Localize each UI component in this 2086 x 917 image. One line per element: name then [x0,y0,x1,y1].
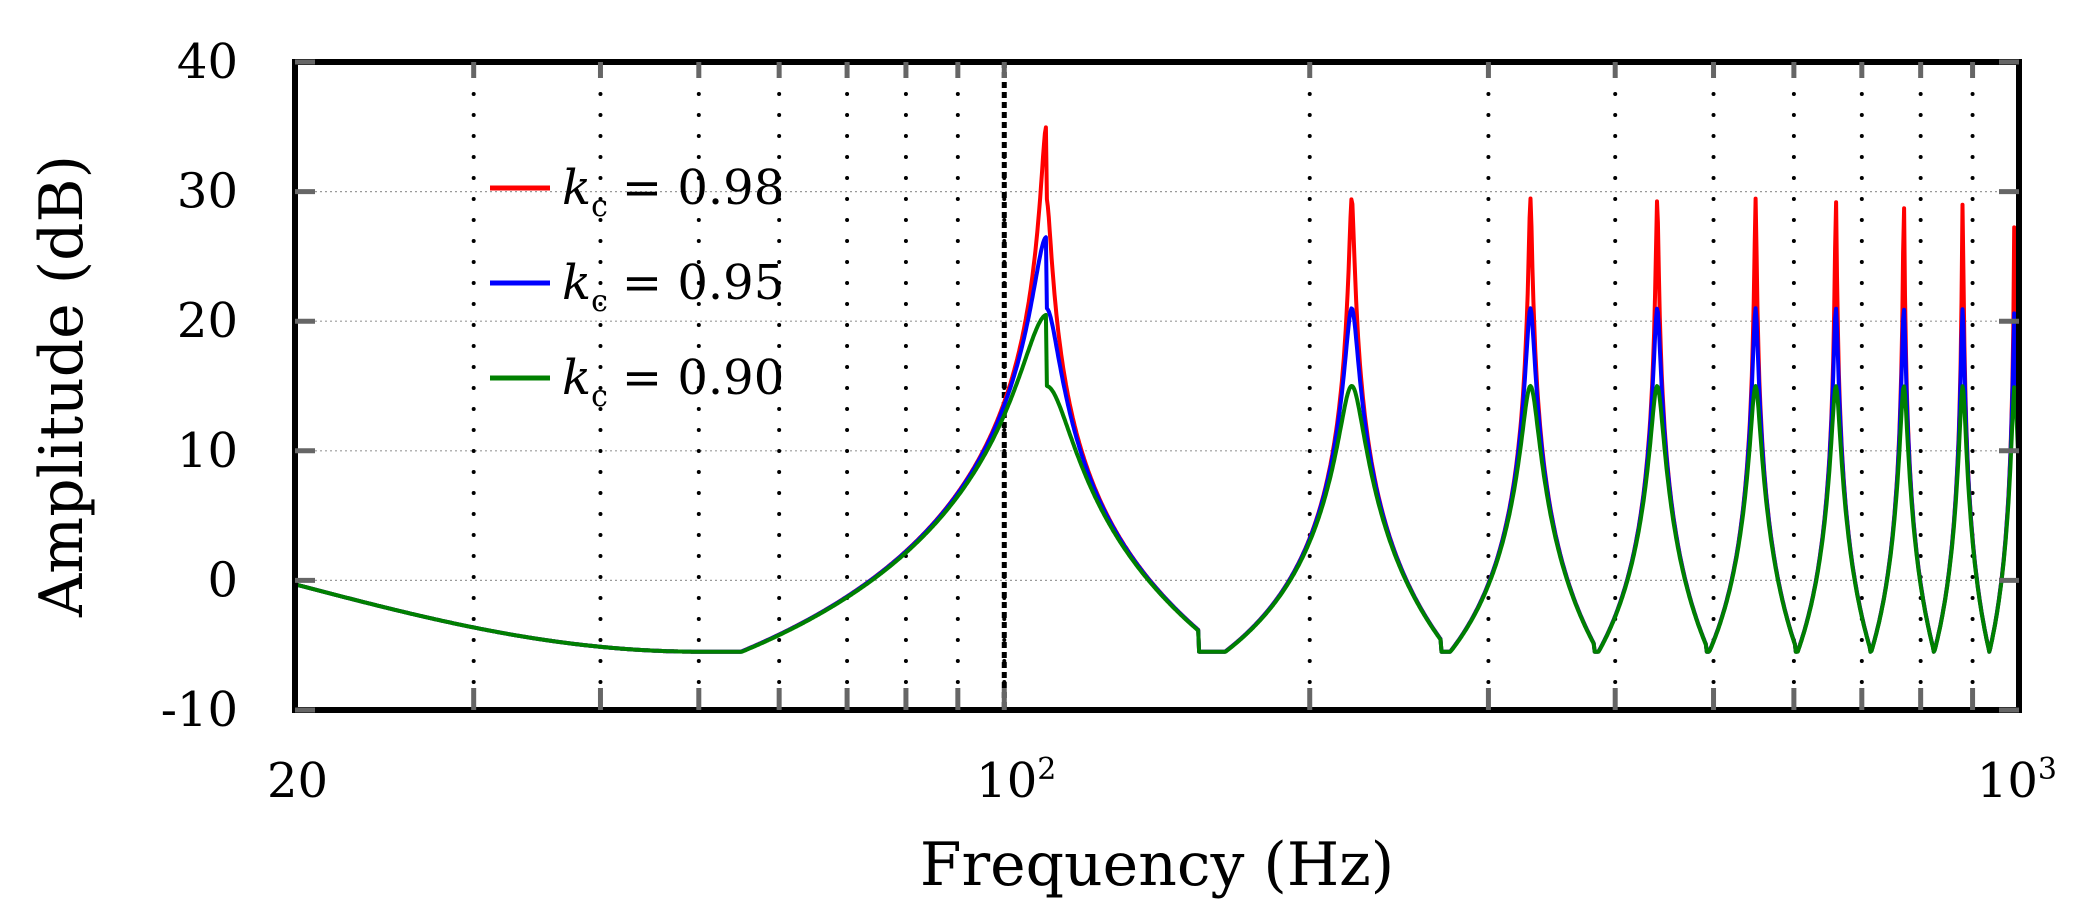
legend-subscript: c [591,379,608,414]
y-axis-title: Amplitude (dB) [27,155,97,618]
legend-subscript: c [591,284,608,319]
legend-value: = 0.90 [622,350,784,406]
y-tick-label: 40 [177,34,238,90]
series-layer [294,125,2021,654]
y-tick-label: 10 [177,423,238,479]
legend-symbol: k [562,350,591,406]
y-tick-label: 0 [207,552,238,608]
y-tick-label: 30 [177,164,238,220]
legend-symbol: k [562,255,591,311]
legend-label: kc = 0.95 [562,255,784,319]
legend-label: kc = 0.90 [562,350,784,414]
x-tick-exponent: 2 [1037,752,1056,787]
series-line-2 [294,312,2021,654]
plot-frame [292,59,2022,713]
ticks-layer [295,59,2019,713]
legend-value: = 0.98 [622,160,784,216]
y-tick-label: 20 [177,293,238,349]
legend-symbol: k [562,160,591,216]
x-tick-label: 20 [267,753,328,809]
x-axis-title: Frequency (Hz) [920,830,1394,900]
x-tick-exponent: 3 [2038,752,2057,787]
legend-subscript: c [591,189,608,224]
y-tick-label: -10 [161,682,238,738]
legend-value: = 0.95 [622,255,784,311]
legend-label: kc = 0.98 [562,160,784,224]
